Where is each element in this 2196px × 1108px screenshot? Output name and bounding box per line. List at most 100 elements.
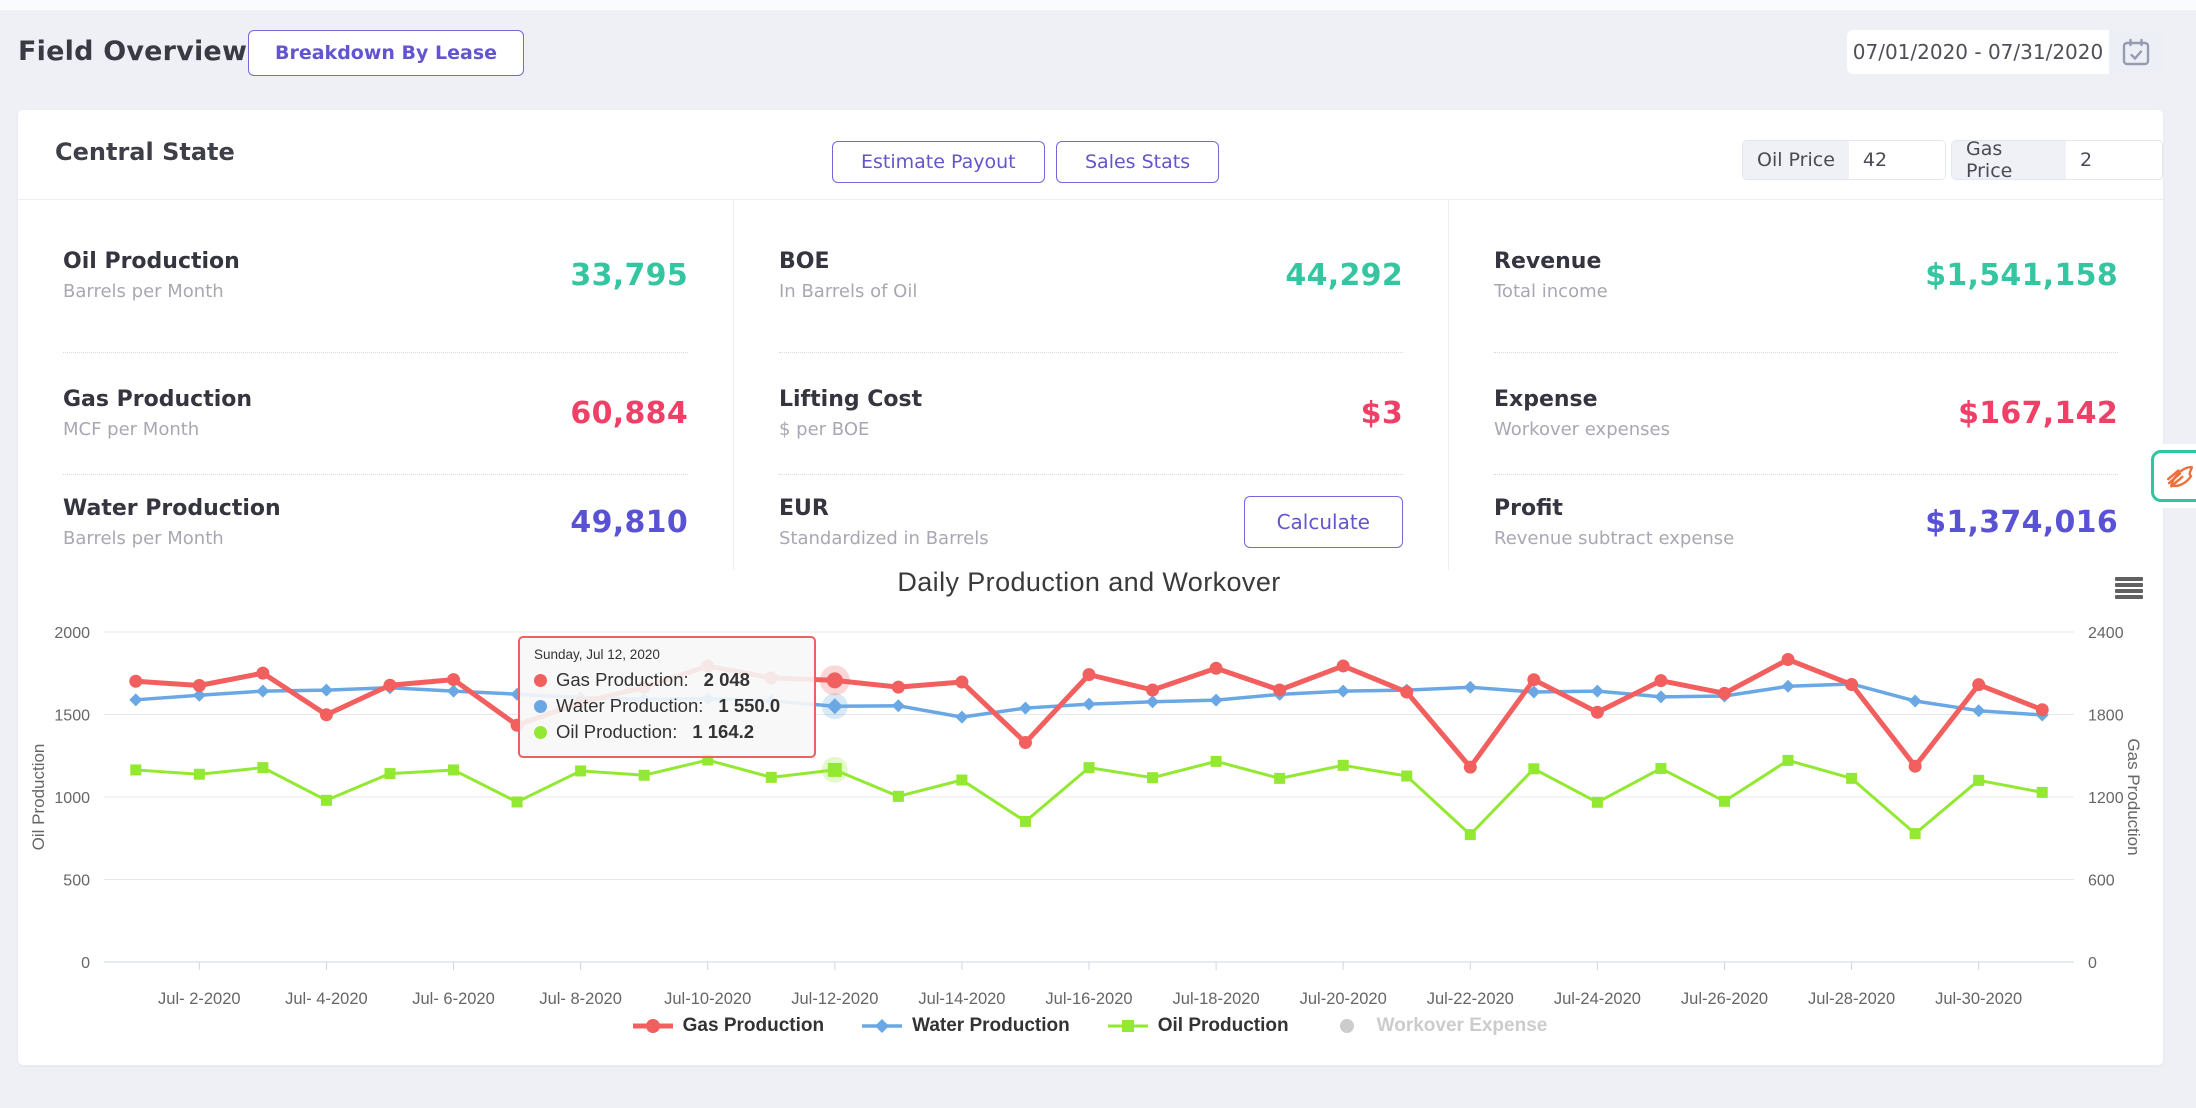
oil-price-label: Oil Price [1743,141,1849,179]
stat-title: EUR [779,495,829,521]
calculate-eur-button[interactable]: Calculate [1243,496,1403,549]
legend-item-workover-expense[interactable]: Workover Expense [1325,1015,1548,1037]
svg-text:Jul-18-2020: Jul-18-2020 [1173,990,1260,1008]
gas-production-stat: Gas Production MCF per Month 60,884 [63,351,688,474]
circle-marker-icon [632,1019,673,1033]
stat-subtitle: Barrels per Month [63,281,224,303]
svg-text:Jul- 2-2020: Jul- 2-2020 [158,990,241,1008]
gas-price-label: Gas Price [1952,141,2066,179]
stat-value: 44,292 [1285,258,1403,294]
stat-title: Gas Production [63,386,253,412]
tooltip-oil-row: Oil Production: 1 164.2 [534,719,800,745]
circle-marker-icon [1339,1019,1354,1033]
stat-subtitle: Workover expenses [1494,418,1670,440]
date-range-picker[interactable] [1847,30,2163,74]
legend-item-water-production[interactable]: Water Production [860,1015,1070,1037]
eur-stat: EUR Standardized in Barrels Calculate [779,473,1403,570]
svg-text:Jul-22-2020: Jul-22-2020 [1427,990,1514,1008]
chart-title: Daily Production and Workover [897,567,1281,597]
oil-price-input[interactable] [1848,141,1945,179]
svg-text:Jul-14-2020: Jul-14-2020 [918,990,1005,1008]
lease-title: Central State [55,138,235,166]
svg-text:0: 0 [2088,955,2097,972]
stat-title: Revenue [1494,249,1602,275]
estimate-payout-button[interactable]: Estimate Payout [832,141,1045,183]
stat-subtitle: In Barrels of Oil [779,281,918,303]
svg-text:1200: 1200 [2088,790,2124,807]
stat-value: 60,884 [570,395,688,431]
svg-text:Jul-24-2020: Jul-24-2020 [1554,990,1641,1008]
daily-production-chart[interactable]: Daily Production and Workover 0 500 1000 15… [0,555,2196,1065]
stat-subtitle: Standardized in Barrels [779,527,989,549]
lifting-cost-stat: Lifting Cost $ per BOE $3 [779,351,1403,474]
legend-label: Oil Production [1157,1015,1289,1036]
legend-label: Water Production [912,1015,1070,1036]
expense-stat: Expense Workover expenses $167,142 [1494,351,2118,474]
gas-price-group: Gas Price [1951,140,2163,180]
svg-text:Jul-16-2020: Jul-16-2020 [1045,990,1132,1008]
svg-text:0: 0 [81,955,90,972]
stat-subtitle: Total income [1494,281,1608,303]
svg-text:Jul-20-2020: Jul-20-2020 [1300,990,1387,1008]
svg-text:Jul-26-2020: Jul-26-2020 [1681,990,1768,1008]
oil-price-group: Oil Price [1742,140,1946,180]
boe-stat: BOE In Barrels of Oil 44,292 [779,200,1403,352]
tooltip-date: Sunday, Jul 12, 2020 [534,647,660,662]
stat-value: $1,541,158 [1925,258,2118,294]
stat-subtitle: MCF per Month [63,418,200,440]
top-strip [0,0,2196,10]
svg-text:2000: 2000 [54,625,90,642]
svg-text:1800: 1800 [2088,708,2124,725]
legend-item-oil-production[interactable]: Oil Production [1106,1015,1289,1037]
stat-title: Water Production [63,495,281,521]
gas-bullet-icon [534,673,547,687]
svg-text:2400: 2400 [2088,625,2124,642]
water-bullet-icon [534,699,547,713]
svg-text:Jul-30-2020: Jul-30-2020 [1935,990,2022,1008]
bird-icon [2166,466,2194,488]
field-overview-card: Central State Estimate Payout Sales Stat… [18,110,2163,1065]
revenue-stat: Revenue Total income $1,541,158 [1494,200,2118,352]
chart-legend: Gas Production Water Production Oil Produc… [0,1015,2178,1037]
svg-text:Jul- 8-2020: Jul- 8-2020 [539,990,622,1008]
feedback-widget-button[interactable] [2151,450,2196,502]
chart-tooltip: Sunday, Jul 12, 2020 Gas Production: 2 0… [518,636,816,758]
diamond-marker-icon [862,1019,903,1033]
stat-value: $167,142 [1958,395,2118,431]
card-header: Central State Estimate Payout Sales Stat… [18,110,2163,200]
stat-value: 49,810 [570,504,688,540]
legend-label: Gas Production [682,1015,825,1036]
breakdown-by-lease-button[interactable]: Breakdown By Lease [248,30,525,76]
svg-text:Jul-10-2020: Jul-10-2020 [664,990,751,1008]
stat-title: BOE [779,249,830,275]
svg-text:500: 500 [63,873,90,890]
svg-text:Jul-12-2020: Jul-12-2020 [791,990,878,1008]
calendar-check-icon [2122,38,2150,66]
svg-text:Jul- 4-2020: Jul- 4-2020 [285,990,368,1008]
square-marker-icon [1107,1020,1148,1032]
stat-title: Expense [1494,386,1598,412]
stat-title: Lifting Cost [779,386,923,412]
chart-plot[interactable]: 0 500 1000 1500 2000 0 600 1200 1800 2400 Oil Prod… [0,555,2196,1065]
chart-context-menu-icon[interactable] [2114,575,2144,601]
page-title: Field Overview [18,36,248,67]
profit-stat: Profit Revenue subtract expense $1,374,0… [1494,473,2118,570]
sales-stats-button[interactable]: Sales Stats [1056,141,1220,183]
oil-production-stat: Oil Production Barrels per Month 33,795 [63,200,688,352]
stat-value: $1,374,016 [1925,504,2118,540]
stats-grid: Oil Production Barrels per Month 33,795 … [18,200,2163,570]
legend-item-gas-production[interactable]: Gas Production [631,1015,824,1037]
stat-value: 33,795 [570,258,688,294]
svg-text:1000: 1000 [54,790,90,807]
date-range-input[interactable] [1847,30,2109,74]
financial-stats-column: Revenue Total income $1,541,158 Expense … [1448,200,2163,570]
calendar-button[interactable] [2109,30,2163,74]
gas-price-input[interactable] [2066,141,2162,179]
production-stats-column: Oil Production Barrels per Month 33,795 … [18,200,733,570]
legend-label: Workover Expense [1376,1015,1548,1036]
tooltip-water-row: Water Production: 1 550.0 [534,693,800,719]
svg-text:600: 600 [2088,873,2115,890]
stat-title: Oil Production [63,249,240,275]
svg-text:Oil Production: Oil Production [29,744,48,851]
stat-subtitle: Revenue subtract expense [1494,527,1735,549]
